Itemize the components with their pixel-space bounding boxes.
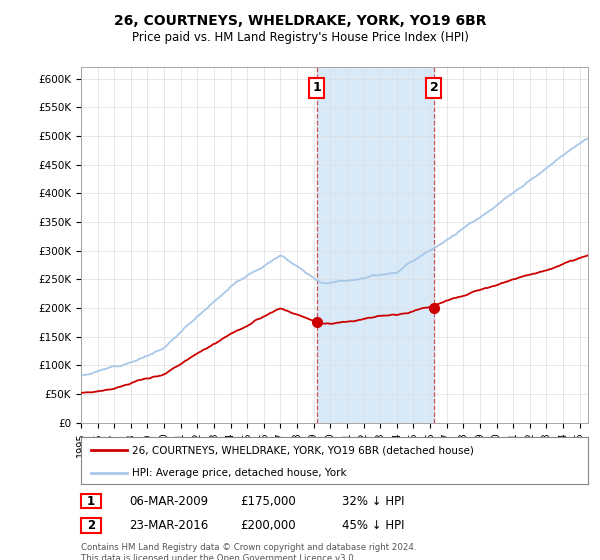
Text: Price paid vs. HM Land Registry's House Price Index (HPI): Price paid vs. HM Land Registry's House … [131,31,469,44]
Text: £175,000: £175,000 [240,494,296,508]
Text: 23-MAR-2016: 23-MAR-2016 [129,519,208,532]
Text: 26, COURTNEYS, WHELDRAKE, YORK, YO19 6BR (detached house): 26, COURTNEYS, WHELDRAKE, YORK, YO19 6BR… [132,445,473,455]
Text: £200,000: £200,000 [240,519,296,532]
Text: 45% ↓ HPI: 45% ↓ HPI [342,519,404,532]
Text: 32% ↓ HPI: 32% ↓ HPI [342,494,404,508]
Text: 1: 1 [87,494,95,508]
Text: HPI: Average price, detached house, York: HPI: Average price, detached house, York [132,468,346,478]
Text: 2: 2 [87,519,95,532]
Text: 1: 1 [313,81,321,95]
Text: 2: 2 [430,81,438,95]
Text: 26, COURTNEYS, WHELDRAKE, YORK, YO19 6BR: 26, COURTNEYS, WHELDRAKE, YORK, YO19 6BR [114,14,486,28]
Bar [317,67,434,423]
Text: Contains HM Land Registry data © Crown copyright and database right 2024.
This d: Contains HM Land Registry data © Crown c… [81,543,416,560]
Text: 06-MAR-2009: 06-MAR-2009 [129,494,208,508]
